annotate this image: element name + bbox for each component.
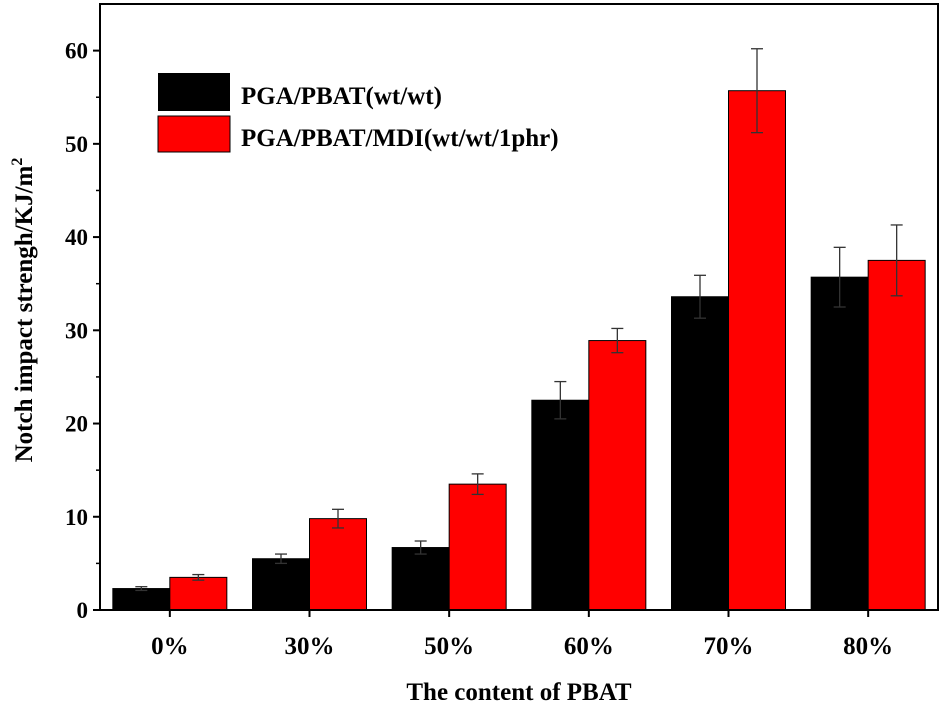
legend-swatch-series-1 [158, 73, 230, 111]
bar-series-1-2 [252, 558, 310, 611]
error-bars-layer [135, 48, 903, 592]
legend-swatch-series-2 [157, 115, 231, 153]
y-axis-title: Notch impact strengh/KJ/m2 [9, 158, 38, 463]
y-tick-label-10: 10 [65, 505, 88, 530]
bar-series-1-3 [391, 547, 450, 611]
bar-series-2-5 [728, 90, 786, 611]
y-axis-title-superscript: 2 [9, 158, 26, 166]
y-tick-label-0: 0 [77, 598, 89, 623]
bar-series-1-1 [112, 588, 171, 611]
y-axis-title-text: Notch impact strengh/KJ/m [11, 165, 38, 462]
bar-series-2-2 [309, 518, 367, 611]
bar-series-2-3 [448, 483, 507, 611]
x-axis-title: The content of PBAT [406, 679, 632, 706]
plot-area-frame [99, 3, 939, 611]
legend: PGA/PBAT(wt/wt) PGA/PBAT/MDI(wt/wt/1phr) [157, 73, 559, 153]
y-tick-label-30: 30 [65, 318, 88, 343]
bars-layer [112, 90, 926, 611]
axis-ticks-layer: 0% 30% 50% 60% 70% 80% 0 10 20 30 40 50 60 [65, 39, 893, 660]
x-tick-label-2: 30% [285, 633, 335, 660]
bar-series-2-6 [867, 259, 926, 611]
x-tick-label-5: 70% [704, 633, 754, 660]
x-tick-label-3: 50% [424, 633, 474, 660]
bar-series-1-5 [671, 296, 729, 611]
x-tick-label-4: 60% [564, 633, 614, 660]
y-tick-label-50: 50 [65, 132, 88, 157]
x-tick-label-6: 80% [843, 633, 893, 660]
bar-series-1-6 [810, 276, 869, 611]
bar-series-2-4 [588, 340, 647, 611]
y-tick-label-40: 40 [65, 225, 88, 250]
legend-label-series-1: PGA/PBAT(wt/wt) [241, 83, 442, 110]
bar-series-1-4 [531, 399, 590, 611]
bar-series-2-1 [169, 576, 228, 611]
legend-label-series-2: PGA/PBAT/MDI(wt/wt/1phr) [241, 125, 559, 152]
y-tick-label-20: 20 [65, 412, 88, 437]
x-tick-label-1: 0% [151, 633, 189, 660]
y-tick-label-60: 60 [65, 39, 88, 64]
